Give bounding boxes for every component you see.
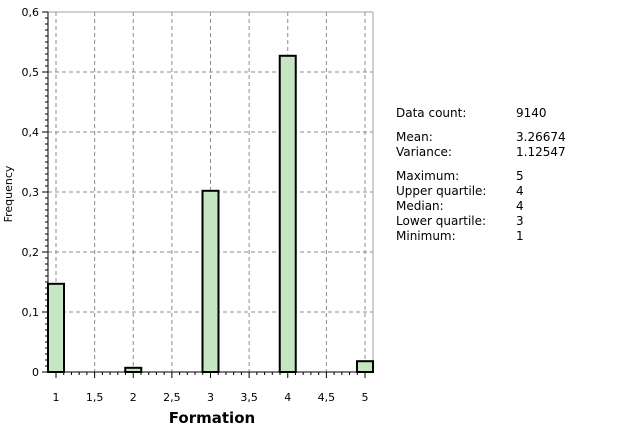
stat-value: 9140 bbox=[516, 106, 547, 120]
x-tick-label: 2 bbox=[130, 391, 137, 404]
bar bbox=[356, 360, 374, 374]
stat-value: 3.26674 bbox=[516, 130, 566, 144]
y-tick-label: 0,4 bbox=[22, 126, 40, 139]
y-tick-label: 0,2 bbox=[22, 246, 40, 259]
stat-label: Mean: bbox=[396, 130, 433, 144]
x-tick-label: 1,5 bbox=[86, 391, 104, 404]
x-axis-title: Formation bbox=[169, 409, 255, 427]
y-tick-label: 0 bbox=[32, 366, 39, 379]
y-axis-title: Frequency bbox=[2, 165, 15, 222]
x-tick-label: 5 bbox=[362, 391, 369, 404]
stat-label: Lower quartile: bbox=[396, 214, 487, 228]
bar bbox=[278, 54, 297, 374]
axes: 0 0,1 0,2 0,3 0,4 0,5 0,6 1 1,5 2 2,5 3 3,5 4 4,5 5 bbox=[22, 6, 373, 404]
bar bbox=[124, 366, 143, 373]
y-tick-label: 0,1 bbox=[22, 306, 40, 319]
stat-label: Minimum: bbox=[396, 229, 456, 243]
y-tick-label: 0,6 bbox=[22, 6, 40, 19]
x-tick-label: 4,5 bbox=[318, 391, 336, 404]
stat-label: Median: bbox=[396, 199, 444, 213]
x-tick-label: 3,5 bbox=[240, 391, 258, 404]
y-tick-label: 0,3 bbox=[22, 186, 40, 199]
stat-label: Data count: bbox=[396, 106, 467, 120]
y-tick-label: 0,5 bbox=[22, 66, 40, 79]
stat-value: 4 bbox=[516, 199, 524, 213]
stat-value: 3 bbox=[516, 214, 524, 228]
bars bbox=[47, 54, 374, 374]
stat-value: 4 bbox=[516, 184, 524, 198]
stat-value: 1 bbox=[516, 229, 524, 243]
x-tick-label: 1 bbox=[53, 391, 60, 404]
x-tick-label: 4 bbox=[284, 391, 291, 404]
stat-label: Variance: bbox=[396, 145, 452, 159]
stat-label: Maximum: bbox=[396, 169, 460, 183]
x-tick-label: 3 bbox=[207, 391, 214, 404]
bar bbox=[47, 282, 65, 373]
bar bbox=[201, 189, 220, 373]
stat-label: Upper quartile: bbox=[396, 184, 487, 198]
stat-value: 5 bbox=[516, 169, 524, 183]
stat-value: 1.12547 bbox=[516, 145, 566, 159]
x-tick-label: 2,5 bbox=[163, 391, 181, 404]
